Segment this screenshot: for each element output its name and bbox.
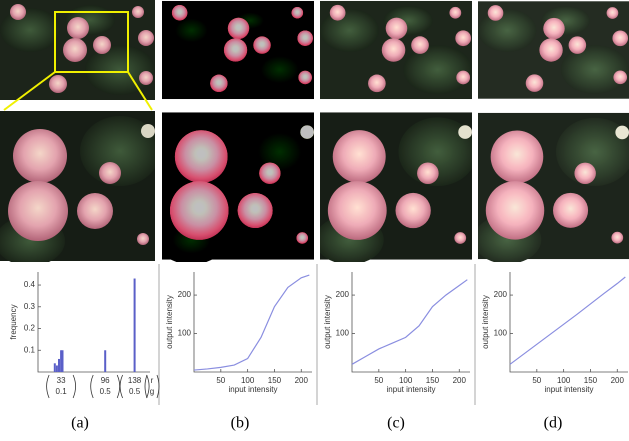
x-tick-label: 100 bbox=[399, 376, 413, 385]
x-tick-label: 50 bbox=[216, 376, 225, 385]
axes bbox=[38, 272, 150, 372]
curve bbox=[510, 277, 625, 364]
x-axis-label: r bbox=[151, 376, 154, 385]
x-tick-label: 50 bbox=[532, 376, 541, 385]
photos bbox=[0, 0, 629, 266]
x-axis-label: input intensity bbox=[387, 385, 436, 394]
figure: (a) (b) (c) (d) frequency 0.1 0.2 0.3 0.4 33 0.1 96… bbox=[0, 0, 629, 441]
axes bbox=[352, 272, 470, 372]
photo-d bbox=[478, 1, 629, 98]
zoom-d bbox=[473, 113, 629, 264]
y-tick-label: 100 bbox=[336, 329, 350, 338]
y-tick-label: 100 bbox=[178, 329, 192, 338]
y-axis-label: output intensity bbox=[323, 295, 332, 349]
page: {"figure": {"captions": ["(a)", "(b)", "… bbox=[0, 0, 629, 441]
x-axis-label: g bbox=[150, 387, 154, 396]
axes bbox=[194, 272, 312, 372]
x-tick-label: 96 bbox=[101, 376, 110, 385]
zoom-b bbox=[157, 112, 319, 264]
bar bbox=[58, 359, 60, 372]
zoom-c bbox=[315, 112, 477, 264]
bar bbox=[134, 279, 136, 372]
x-tick-label: 150 bbox=[268, 376, 282, 385]
x-tick-sublabel: 0.1 bbox=[56, 387, 68, 396]
y-axis-label: output intensity bbox=[481, 295, 490, 349]
y-tick-label: 0.1 bbox=[24, 345, 36, 354]
x-axis-label: input intensity bbox=[545, 385, 594, 394]
y-tick-label: 0.4 bbox=[24, 280, 36, 289]
photo-b bbox=[162, 1, 314, 99]
caption: (a) bbox=[71, 415, 89, 432]
y-tick-label: 0.3 bbox=[24, 302, 36, 311]
y-tick-label: 200 bbox=[494, 290, 508, 299]
x-tick-label: 100 bbox=[241, 376, 255, 385]
x-tick-label: 200 bbox=[611, 376, 625, 385]
y-tick-label: 200 bbox=[336, 290, 350, 299]
bar bbox=[56, 365, 58, 372]
y-tick-label: 200 bbox=[178, 290, 192, 299]
x-tick-sublabel: 0.5 bbox=[129, 387, 141, 396]
x-tick-label: 100 bbox=[557, 376, 571, 385]
x-axis-label: input intensity bbox=[229, 385, 278, 394]
x-tick-sublabel: 0.5 bbox=[100, 387, 112, 396]
caption: (c) bbox=[387, 415, 405, 432]
bar bbox=[62, 350, 64, 372]
y-tick-label: 100 bbox=[494, 329, 508, 338]
caption: (d) bbox=[544, 415, 563, 432]
bar bbox=[54, 363, 56, 372]
curve bbox=[194, 275, 309, 370]
x-tick-label: 138 bbox=[128, 376, 142, 385]
x-tick-label: 50 bbox=[374, 376, 383, 385]
curve bbox=[352, 280, 467, 365]
x-tick-label: 150 bbox=[426, 376, 440, 385]
y-tick-label: 0.2 bbox=[24, 324, 36, 333]
photo-c bbox=[320, 1, 472, 99]
x-tick-label: 33 bbox=[57, 376, 66, 385]
zoom-a bbox=[0, 111, 160, 266]
photo-a bbox=[0, 0, 155, 100]
x-tick-label: 200 bbox=[453, 376, 467, 385]
axes bbox=[510, 272, 628, 372]
y-axis-label: frequency bbox=[9, 304, 18, 339]
x-tick-label: 200 bbox=[295, 376, 309, 385]
x-tick-label: 150 bbox=[584, 376, 598, 385]
caption: (b) bbox=[231, 415, 250, 432]
bar bbox=[104, 350, 106, 372]
y-axis-label: output intensity bbox=[165, 295, 174, 349]
